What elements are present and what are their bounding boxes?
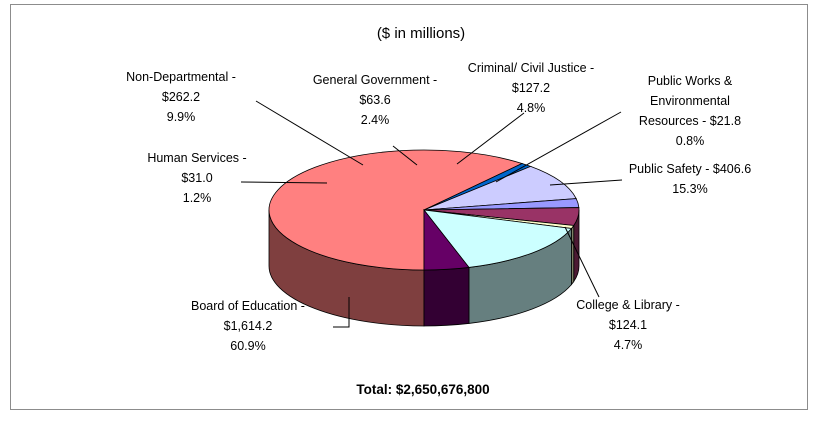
leader-lines bbox=[240, 100, 623, 328]
slice-non-departmental bbox=[423, 166, 577, 211]
slice-label-line: College & Library - bbox=[576, 298, 680, 312]
slice-board-of-education bbox=[268, 149, 524, 271]
slice-label-line: 60.9% bbox=[230, 339, 265, 353]
slice-label-line: Public Safety - $406.6 bbox=[629, 162, 751, 176]
slice-label-board-of-education: Board of Education - $1,614.2 60.9% bbox=[191, 299, 305, 353]
slice-label-line: Human Services - bbox=[147, 151, 246, 165]
slice-college-library bbox=[423, 208, 470, 271]
slice-label-public-safety: Public Safety - $406.6 15.3% bbox=[629, 162, 751, 196]
pie-chart: ($ in millions) Board of Education - $1,6… bbox=[126, 25, 751, 397]
leader-line-college-library bbox=[564, 226, 600, 298]
slice-label-line: $1,614.2 bbox=[224, 319, 273, 333]
slice-label-line: $127.2 bbox=[512, 81, 550, 95]
pie-sides bbox=[268, 209, 580, 327]
slice-label-line: Non-Departmental - bbox=[126, 70, 236, 84]
slice-label-line: $124.1 bbox=[609, 318, 647, 332]
slice-label-line: Board of Education - bbox=[191, 299, 305, 313]
slice-label-human-services: Human Services - $31.0 1.2% bbox=[147, 151, 246, 205]
slice-labels: Board of Education - $1,614.2 60.9% Human S… bbox=[126, 61, 751, 353]
slice-label-line: 0.8% bbox=[676, 134, 705, 148]
slice-label-line: General Government - bbox=[313, 73, 437, 87]
slice-side-college-library bbox=[423, 266, 470, 327]
slice-label-general-government: General Government - $63.6 2.4% bbox=[313, 73, 437, 127]
slice-label-line: 9.9% bbox=[167, 110, 196, 124]
leader-line-public-safety bbox=[549, 179, 623, 186]
leader-line-public-works-environmental-resources bbox=[495, 111, 622, 183]
slice-label-line: 4.7% bbox=[614, 338, 643, 352]
pie-slices bbox=[268, 149, 580, 271]
slice-label-criminal-civil-justice: Criminal/ Civil Justice - $127.2 4.8% bbox=[468, 61, 594, 115]
slice-label-line: Public Works & bbox=[648, 74, 733, 88]
leader-line-non-departmental bbox=[255, 100, 364, 166]
leader-line-general-government bbox=[392, 145, 418, 166]
total-label: Total: $2,650,676,800 bbox=[356, 382, 489, 397]
slice-label-non-departmental: Non-Departmental - $262.2 9.9% bbox=[126, 70, 236, 124]
slice-label-line: 15.3% bbox=[672, 182, 707, 196]
slice-label-line: $262.2 bbox=[162, 90, 200, 104]
slice-label-college-library: College & Library - $124.1 4.7% bbox=[576, 298, 680, 352]
slice-label-line: $31.0 bbox=[181, 171, 212, 185]
slice-label-line: 4.8% bbox=[517, 101, 546, 115]
slice-label-line: Resources - $21.8 bbox=[639, 114, 741, 128]
leader-line-criminal-civil-justice bbox=[456, 112, 525, 165]
chart-frame: ($ in millions) Board of Education - $1,6… bbox=[10, 4, 808, 410]
slice-label-line: 2.4% bbox=[361, 113, 390, 127]
slice-label-line: Criminal/ Civil Justice - bbox=[468, 61, 594, 75]
slice-label-line: Environmental bbox=[650, 94, 730, 108]
slice-label-line: 1.2% bbox=[183, 191, 212, 205]
slice-label-line: $63.6 bbox=[359, 93, 390, 107]
leader-line-board-of-education bbox=[333, 297, 350, 328]
chart-title: ($ in millions) bbox=[377, 25, 465, 42]
slice-label-public-works-environmental-resources: Public Works & Environmental Resources - $… bbox=[639, 74, 741, 148]
leader-line-human-services bbox=[240, 181, 328, 184]
